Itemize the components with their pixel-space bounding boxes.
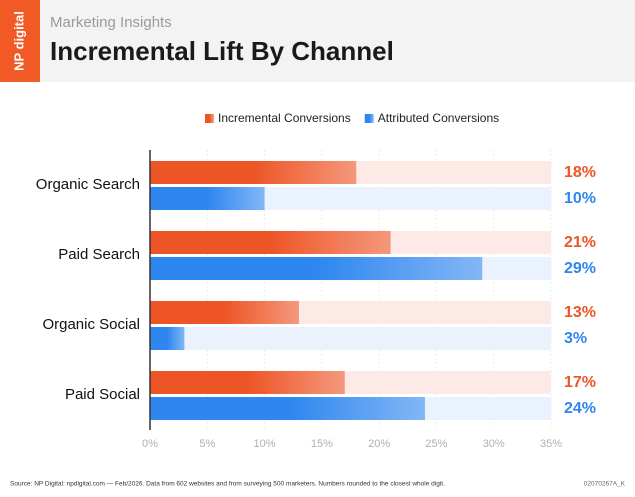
legend-label: Attributed Conversions: [378, 111, 499, 125]
value-label: 18%: [564, 164, 596, 181]
source-note: Source: NP Digital: npdigital.com — Feb/…: [10, 481, 445, 488]
x-tick-label: 30%: [483, 438, 505, 450]
value-label: 29%: [564, 260, 596, 277]
value-label: 3%: [564, 330, 587, 347]
value-label: 10%: [564, 190, 596, 207]
value-label: 17%: [564, 374, 596, 391]
category-label: Paid Search: [58, 246, 140, 263]
x-tick-label: 5%: [199, 438, 215, 450]
x-tick-label: 10%: [254, 438, 276, 450]
bar: [150, 187, 265, 210]
bar: [150, 301, 299, 324]
x-tick-label: 25%: [425, 438, 447, 450]
value-label: 24%: [564, 400, 596, 417]
x-tick-label: 0%: [142, 438, 158, 450]
chart-subtitle: Marketing Insights: [50, 14, 172, 31]
bar: [150, 327, 185, 350]
x-tick-label: 35%: [540, 438, 562, 450]
category-label: Organic Social: [42, 316, 140, 333]
value-label: 21%: [564, 234, 596, 251]
logo: NP digital: [11, 11, 26, 71]
legend-swatch: [364, 114, 374, 123]
x-tick-label: 20%: [368, 438, 390, 450]
logo-box: [0, 0, 40, 82]
value-label: 13%: [564, 304, 596, 321]
code: 02070267A_K: [584, 481, 626, 488]
category-label: Organic Search: [36, 176, 140, 193]
bar: [150, 231, 391, 254]
bar: [150, 257, 483, 280]
bar-track: [150, 327, 551, 350]
category-label: Paid Social: [65, 386, 140, 403]
chart-title: Incremental Lift By Channel: [50, 36, 394, 66]
header-band: [0, 0, 635, 82]
bar: [150, 397, 425, 420]
x-tick-label: 15%: [311, 438, 333, 450]
legend-swatch: [205, 114, 214, 123]
bar: [150, 161, 357, 184]
bar: [150, 371, 345, 394]
legend-label: Incremental Conversions: [218, 111, 351, 125]
